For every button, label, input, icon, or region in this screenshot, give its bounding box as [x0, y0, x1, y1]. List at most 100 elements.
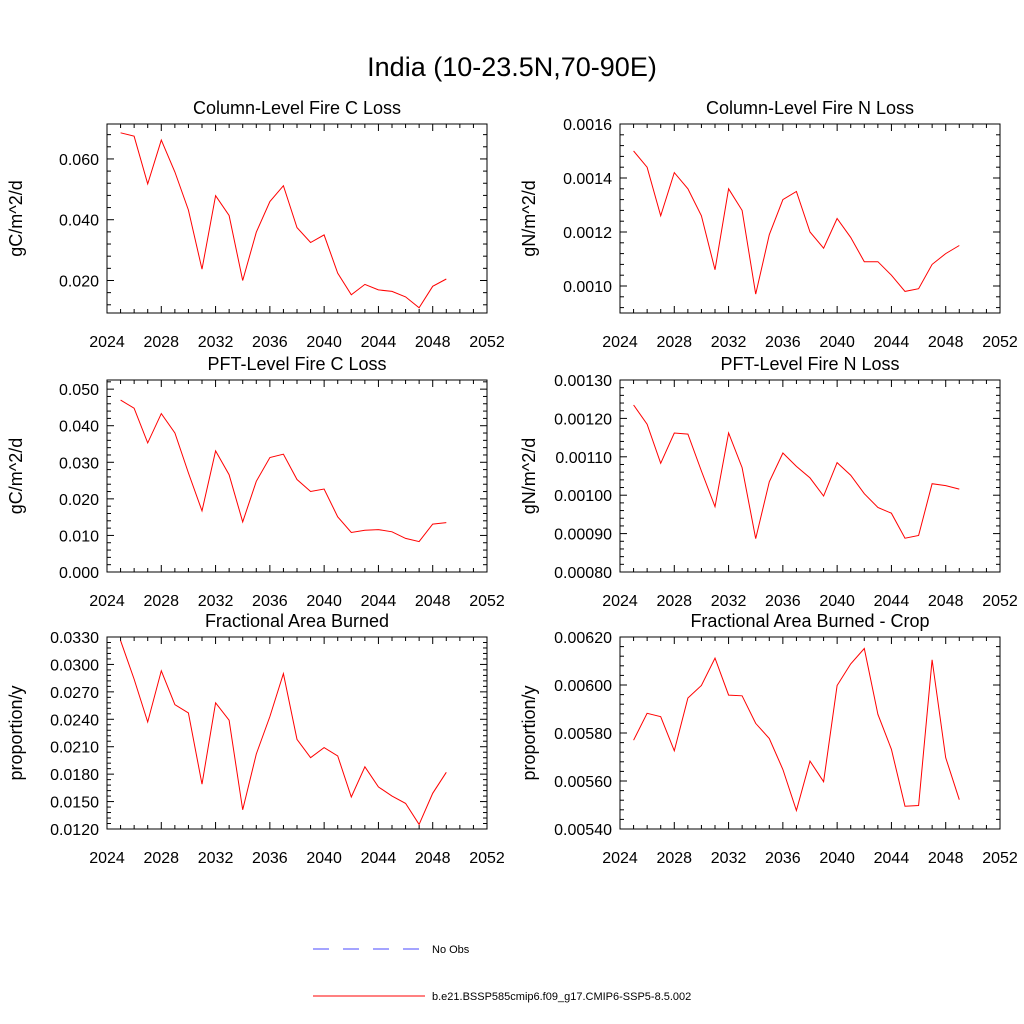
- y-tick-label: 0.0012: [563, 225, 612, 242]
- chart-panel-6: 2024 2028 2032 2036 2040 2044 2048 2052 0.00540 0…: [519, 611, 1018, 867]
- x-tick-label: 2028: [656, 850, 692, 867]
- chart-panel-2: 2024 2028 2032 2036 2040 2044 2048 2052 0.0010 0.…: [519, 98, 1018, 351]
- x-tick-label: 2028: [656, 593, 692, 610]
- panel-title: Fractional Area Burned: [205, 611, 389, 631]
- y-tick-label: 0.00560: [554, 774, 612, 791]
- x-tick-label: 2036: [765, 850, 801, 867]
- x-tick-label: 2044: [874, 593, 910, 610]
- x-tick-label: 2036: [252, 334, 288, 351]
- x-tick-label: 2048: [415, 334, 451, 351]
- y-tick-label: 0.010: [59, 528, 99, 545]
- x-tick-label: 2052: [982, 593, 1018, 610]
- y-tick-label: 0.0014: [563, 171, 612, 188]
- x-tick-label: 2028: [143, 593, 179, 610]
- y-tick-label: 0.0330: [50, 630, 99, 647]
- x-tick-label: 2036: [252, 593, 288, 610]
- x-tick-label: 2024: [89, 850, 125, 867]
- x-tick-label: 2032: [198, 593, 234, 610]
- x-tick-label: 2052: [469, 334, 505, 351]
- x-tick-label: 2052: [469, 593, 505, 610]
- y-tick-label: 0.020: [59, 492, 99, 509]
- y-axis-label: proportion/y: [519, 685, 539, 780]
- x-tick-label: 2036: [765, 334, 801, 351]
- y-tick-label: 0.00540: [554, 822, 612, 839]
- x-tick-label: 2040: [306, 850, 342, 867]
- plot-frame: [619, 636, 1001, 830]
- plot-frame: [619, 123, 1001, 314]
- x-tick-label: 2032: [198, 850, 234, 867]
- legend: No Obs b.e21.BSSP585cmip6.f09_g17.CMIP6-…: [313, 944, 691, 1003]
- y-tick-label: 0.000: [59, 565, 99, 582]
- x-tick-label: 2032: [711, 593, 747, 610]
- y-tick-label: 0.040: [59, 419, 99, 436]
- series-line: [120, 640, 447, 826]
- y-tick-label: 0.00620: [554, 630, 612, 647]
- y-tick-label: 0.0270: [50, 685, 99, 702]
- x-tick-label: 2024: [602, 334, 638, 351]
- y-tick-label: 0.00110: [555, 450, 612, 467]
- x-tick-label: 2048: [928, 593, 964, 610]
- plot-frame: [619, 379, 1001, 573]
- x-tick-label: 2024: [89, 334, 125, 351]
- series-line: [633, 150, 960, 295]
- x-tick-label: 2032: [711, 334, 747, 351]
- y-tick-label: 0.0016: [563, 117, 612, 134]
- panel-title: PFT-Level Fire C Loss: [207, 354, 386, 374]
- y-tick-label: 0.0150: [50, 795, 99, 812]
- x-tick-label: 2048: [928, 850, 964, 867]
- x-tick-label: 2036: [252, 850, 288, 867]
- plot-frame: [106, 379, 488, 573]
- legend-obs-label: No Obs: [432, 944, 470, 956]
- x-tick-label: 2044: [361, 593, 397, 610]
- y-tick-label: 0.00100: [554, 488, 612, 505]
- series-line: [633, 647, 960, 813]
- x-tick-label: 2044: [361, 850, 397, 867]
- panel-title: Fractional Area Burned - Crop: [690, 611, 929, 631]
- figure-title: India (10-23.5N,70-90E): [367, 52, 657, 82]
- y-tick-label: 0.00080: [554, 565, 612, 582]
- x-tick-label: 2044: [874, 850, 910, 867]
- x-tick-label: 2024: [602, 593, 638, 610]
- x-tick-label: 2052: [982, 850, 1018, 867]
- x-tick-label: 2028: [656, 334, 692, 351]
- x-tick-label: 2052: [982, 334, 1018, 351]
- y-tick-label: 0.00090: [554, 527, 612, 544]
- x-tick-label: 2048: [928, 334, 964, 351]
- x-tick-label: 2036: [765, 593, 801, 610]
- y-axis-label: gC/m^2/d: [6, 180, 26, 256]
- x-tick-label: 2032: [711, 850, 747, 867]
- y-tick-label: 0.020: [59, 273, 99, 290]
- series-line: [633, 404, 960, 539]
- y-tick-label: 0.0240: [50, 712, 99, 729]
- x-tick-label: 2028: [143, 850, 179, 867]
- chart-panel-5: 2024 2028 2032 2036 2040 2044 2048 2052 0.0120 0.…: [6, 611, 505, 867]
- x-tick-label: 2040: [819, 593, 855, 610]
- y-tick-label: 0.0120: [50, 822, 99, 839]
- y-tick-label: 0.040: [59, 213, 99, 230]
- y-tick-label: 0.060: [59, 152, 99, 169]
- y-tick-label: 0.00600: [554, 678, 612, 695]
- plot-frame: [106, 123, 488, 314]
- panel-title: Column-Level Fire C Loss: [193, 98, 401, 118]
- chart-panel-4: 2024 2028 2032 2036 2040 2044 2048 2052 0.00080 0…: [519, 354, 1018, 610]
- panels: 2024 2028 2032 2036 2040 2044 2048 2052 0.020 0.0…: [6, 98, 1018, 867]
- y-axis-label: gN/m^2/d: [519, 180, 539, 256]
- legend-model-label: b.e21.BSSP585cmip6.f09_g17.CMIP6-SSP5-8.…: [432, 991, 691, 1003]
- x-tick-label: 2044: [361, 334, 397, 351]
- x-tick-label: 2040: [306, 593, 342, 610]
- x-tick-label: 2028: [143, 334, 179, 351]
- x-tick-label: 2048: [415, 593, 451, 610]
- y-axis-label: gN/m^2/d: [519, 438, 539, 514]
- y-tick-label: 0.0010: [563, 279, 612, 296]
- x-tick-label: 2052: [469, 850, 505, 867]
- x-tick-label: 2024: [89, 593, 125, 610]
- x-tick-label: 2040: [819, 850, 855, 867]
- y-tick-label: 0.00130: [554, 373, 612, 390]
- y-axis-label: gC/m^2/d: [6, 438, 26, 514]
- x-tick-label: 2040: [819, 334, 855, 351]
- y-tick-label: 0.0180: [50, 767, 99, 784]
- y-tick-label: 0.0210: [50, 740, 99, 757]
- x-tick-label: 2040: [306, 334, 342, 351]
- x-tick-label: 2032: [198, 334, 234, 351]
